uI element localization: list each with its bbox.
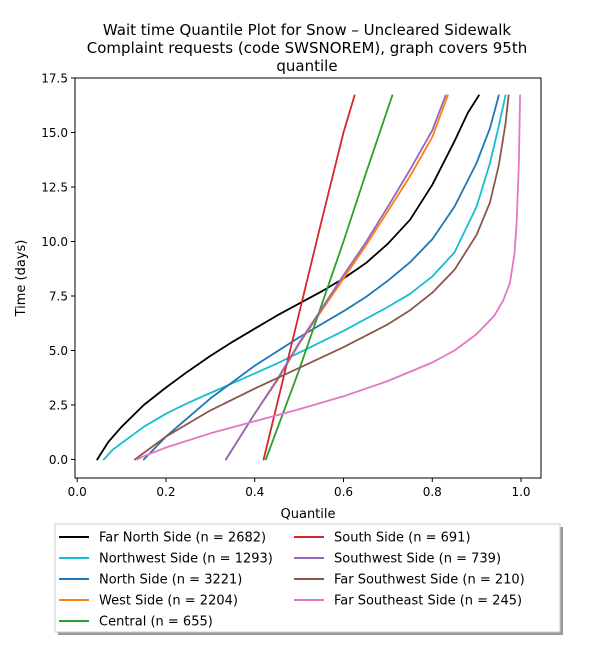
- y-axis: 0.0 2.5 5.0 7.5 10.0 12.5 15.0 17.5: [41, 72, 75, 467]
- x-axis-label: Quantile: [281, 507, 336, 522]
- series-line-3: [142, 94, 500, 461]
- x-tick-label: 0.8: [423, 485, 442, 499]
- legend-label: Northwest Side (n = 1293): [99, 552, 273, 567]
- y-tick-label: 15.0: [41, 126, 68, 140]
- y-tick-label: 17.5: [41, 72, 68, 86]
- x-axis: 0.0 0.2 0.4 0.6 0.8 1.0: [68, 478, 531, 499]
- series-line-2: [102, 94, 507, 461]
- legend-label: Far Southeast Side (n = 245): [334, 594, 522, 609]
- legend-label: Far North Side (n = 2682): [99, 531, 266, 546]
- y-axis-label: Time (days): [14, 240, 29, 318]
- legend: Far North Side (n = 2682) Northwest Side …: [54, 523, 563, 635]
- series-line-6: [262, 94, 356, 461]
- legend-label: Far Southwest Side (n = 210): [334, 573, 525, 588]
- legend-label: North Side (n = 3221): [99, 573, 242, 588]
- series-line-5: [264, 94, 394, 461]
- plot-lines: [96, 94, 521, 461]
- x-tick-label: 0.0: [68, 485, 87, 499]
- legend-label: Central (n = 655): [99, 615, 213, 630]
- y-tick-label: 0.0: [49, 453, 68, 467]
- chart-title-line: Wait time Quantile Plot for Snow – Uncle…: [103, 21, 511, 39]
- legend-label: South Side (n = 691): [334, 531, 471, 546]
- series-line-4: [224, 94, 449, 461]
- y-tick-label: 7.5: [49, 289, 68, 303]
- series-line-9: [136, 94, 521, 461]
- x-tick-label: 1.0: [511, 485, 530, 499]
- series-line-7: [224, 94, 447, 461]
- x-tick-label: 0.6: [334, 485, 353, 499]
- y-tick-label: 12.5: [41, 180, 68, 194]
- series-line-8: [133, 94, 510, 461]
- series-line-1: [96, 94, 480, 461]
- x-tick-label: 0.2: [156, 485, 175, 499]
- x-tick-label: 0.4: [245, 485, 264, 499]
- plot-frame: [74, 77, 542, 479]
- chart-title-line: Complaint requests (code SWSNOREM), grap…: [87, 39, 527, 57]
- chart-title-line: quantile: [276, 57, 337, 75]
- y-tick-label: 5.0: [49, 344, 68, 358]
- y-tick-label: 10.0: [41, 235, 68, 249]
- legend-label: West Side (n = 2204): [99, 594, 238, 609]
- legend-label: Southwest Side (n = 739): [334, 552, 501, 567]
- chart-title: Wait time Quantile Plot for Snow – Uncle…: [87, 21, 527, 75]
- y-tick-label: 2.5: [49, 398, 68, 412]
